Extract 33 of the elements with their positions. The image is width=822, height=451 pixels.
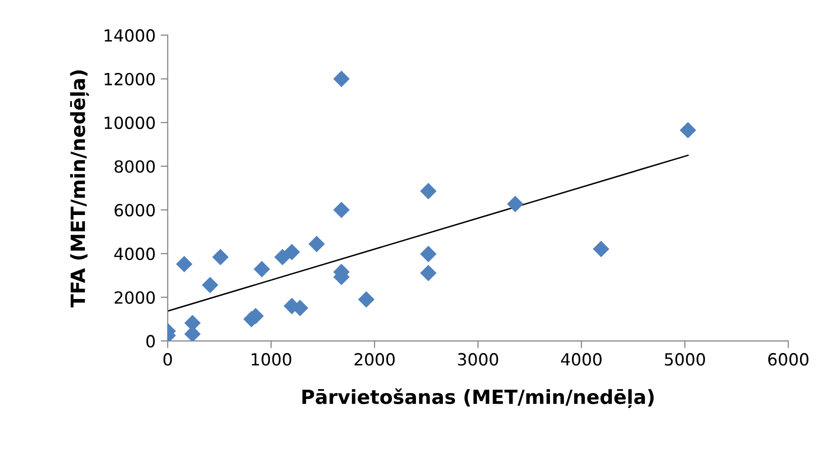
point bbox=[420, 264, 437, 282]
y-axis-title: TFA (MET/min/nedēļa) bbox=[70, 70, 89, 308]
x-tick-label: 0 bbox=[163, 353, 172, 366]
point bbox=[680, 122, 696, 138]
point bbox=[507, 196, 524, 212]
point bbox=[358, 291, 374, 308]
x-tick-label: 6000 bbox=[768, 353, 808, 366]
point bbox=[420, 182, 437, 200]
x-tick-label: 3000 bbox=[458, 353, 498, 366]
y-tick-label: 2000 bbox=[114, 291, 155, 304]
x-axis-title: Pārvietošanas (MET/min/nedēļa) bbox=[302, 388, 654, 408]
y-tick-label: 14000 bbox=[104, 29, 155, 42]
x-tick-label: 5000 bbox=[664, 353, 705, 366]
y-tick-label: 10000 bbox=[104, 116, 155, 130]
point bbox=[308, 236, 325, 252]
point bbox=[202, 276, 218, 294]
x-tick-label: 4000 bbox=[561, 353, 602, 366]
point bbox=[333, 70, 350, 88]
y-tick-label: 4000 bbox=[114, 248, 155, 260]
point bbox=[212, 248, 229, 266]
x-tick-label: 1000 bbox=[252, 353, 292, 366]
point bbox=[254, 260, 270, 278]
y-tick-label: 8000 bbox=[114, 160, 155, 173]
point bbox=[176, 256, 192, 272]
point bbox=[274, 248, 291, 266]
point bbox=[592, 240, 610, 258]
point bbox=[333, 202, 350, 218]
point bbox=[284, 244, 300, 260]
y-tick-label: 6000 bbox=[114, 204, 155, 216]
point bbox=[420, 246, 437, 262]
y-tick-label: 12000 bbox=[104, 72, 155, 86]
x-tick-label: 2000 bbox=[354, 353, 395, 366]
y-tick-label: 0 bbox=[146, 334, 155, 348]
